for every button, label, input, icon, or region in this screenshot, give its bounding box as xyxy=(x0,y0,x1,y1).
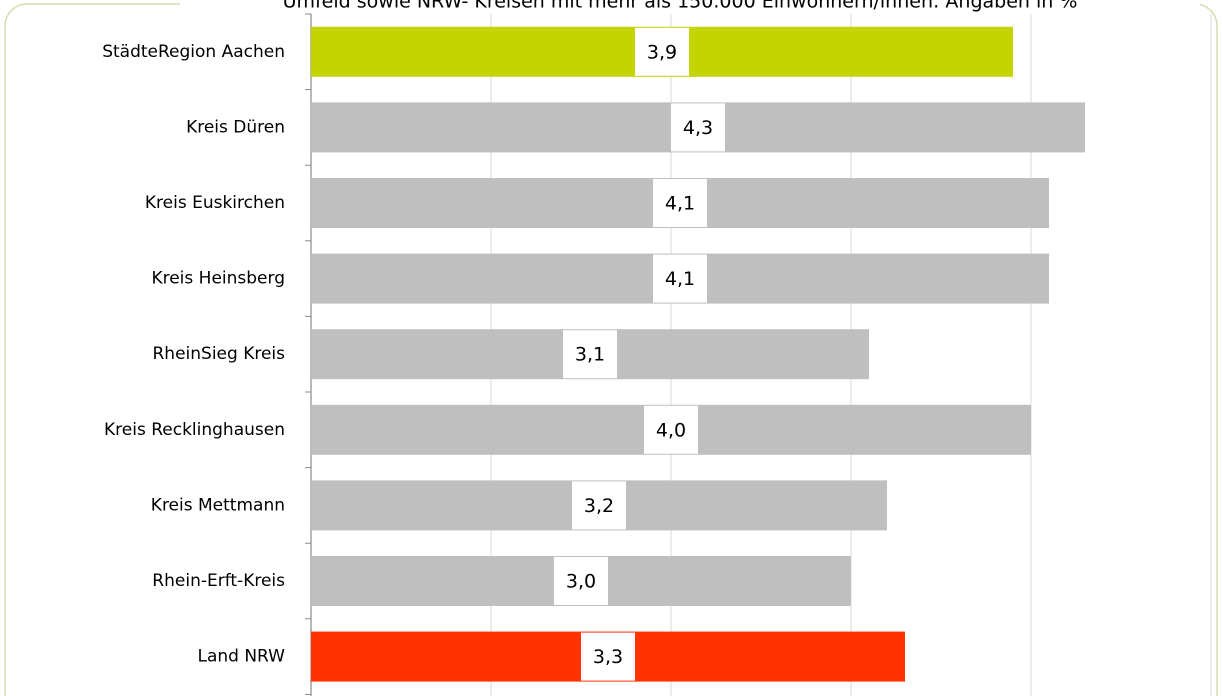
chart-title: Umfeld sowie NRW- Kreisen mit mehr als 1… xyxy=(283,0,1078,13)
y-tick-label: Kreis Mettmann xyxy=(151,495,285,515)
y-tick-label: Land NRW xyxy=(197,647,285,667)
value-label: 3,3 xyxy=(593,646,623,668)
title-backdrop xyxy=(180,0,1200,12)
value-label: 3,2 xyxy=(584,495,614,517)
value-label-box xyxy=(554,557,608,605)
value-label: 4,1 xyxy=(665,268,695,290)
y-tick-label: RheinSieg Kreis xyxy=(152,344,285,364)
value-label-box xyxy=(653,254,707,303)
value-label-box xyxy=(644,405,698,454)
value-label: 3,9 xyxy=(647,41,677,63)
value-label-box xyxy=(671,103,725,152)
value-label-box xyxy=(563,330,617,379)
value-label: 4,0 xyxy=(656,419,686,441)
value-label-box xyxy=(581,632,635,681)
value-label: 3,1 xyxy=(575,344,605,366)
value-label: 4,1 xyxy=(665,193,695,215)
value-label-box xyxy=(653,179,707,227)
y-tick-label: Kreis Heinsberg xyxy=(151,269,285,289)
y-tick-label: StädteRegion Aachen xyxy=(102,42,285,62)
y-tick-label: Kreis Euskirchen xyxy=(145,193,285,213)
y-tick-label: Rhein-Erft-Kreis xyxy=(152,571,285,591)
value-label: 4,3 xyxy=(683,117,713,139)
y-tick-label: Kreis Recklinghausen xyxy=(104,420,285,440)
value-label-box xyxy=(572,481,626,530)
value-label: 3,0 xyxy=(566,571,596,593)
value-label-box xyxy=(635,27,689,76)
y-tick-label: Kreis Düren xyxy=(186,117,285,137)
